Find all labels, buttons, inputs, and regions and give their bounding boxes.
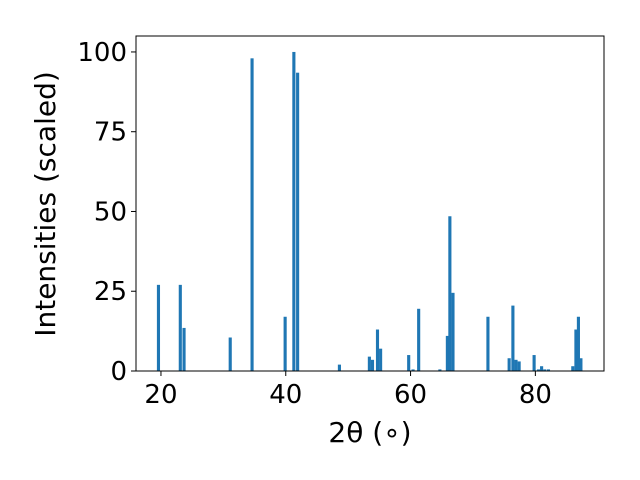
bar: [486, 316, 490, 371]
y-tick-label: 75: [94, 118, 127, 148]
x-axis-label: 2θ (∘): [328, 416, 411, 449]
bar: [448, 216, 452, 371]
bar: [182, 327, 186, 371]
bar: [511, 305, 515, 371]
y-tick-label: 25: [94, 277, 127, 307]
bar: [514, 359, 518, 371]
bar: [574, 329, 578, 371]
y-tick-label: 50: [94, 197, 127, 227]
y-axis: 0 25 50 75 100: [77, 38, 136, 387]
bar: [445, 335, 449, 371]
x-axis: 20 40 60 80: [144, 371, 552, 410]
bar: [228, 337, 232, 371]
bar: [507, 358, 511, 371]
bar: [438, 369, 442, 371]
bar: [379, 348, 383, 371]
x-tick-label: 80: [519, 380, 552, 410]
bar: [407, 355, 411, 371]
x-tick-label: 40: [269, 380, 302, 410]
bar: [292, 51, 296, 371]
bar: [178, 284, 182, 371]
y-tick-label: 0: [110, 357, 127, 387]
bar: [543, 369, 547, 371]
x-tick-label: 20: [144, 380, 177, 410]
bar: [536, 369, 541, 371]
bar: [546, 369, 551, 371]
x-tick-label: 60: [394, 380, 427, 410]
bar: [517, 361, 521, 371]
y-tick-label: 100: [77, 38, 127, 68]
bar: [411, 369, 415, 371]
bar: [417, 308, 421, 371]
bar: [367, 356, 371, 371]
bar: [283, 316, 287, 371]
bar: [337, 364, 341, 371]
bar: [451, 292, 455, 371]
bar: [540, 366, 544, 371]
plot-frame: [135, 35, 605, 372]
bar: [576, 316, 580, 371]
bar: [579, 358, 583, 371]
bar: [532, 355, 536, 371]
bar: [250, 58, 254, 371]
bar: [296, 72, 300, 371]
bar: [375, 329, 380, 371]
y-axis-label: Intensities (scaled): [29, 71, 62, 337]
bars-group: [156, 51, 583, 371]
bar: [370, 359, 375, 371]
bar: [571, 366, 575, 371]
bar: [156, 284, 161, 371]
